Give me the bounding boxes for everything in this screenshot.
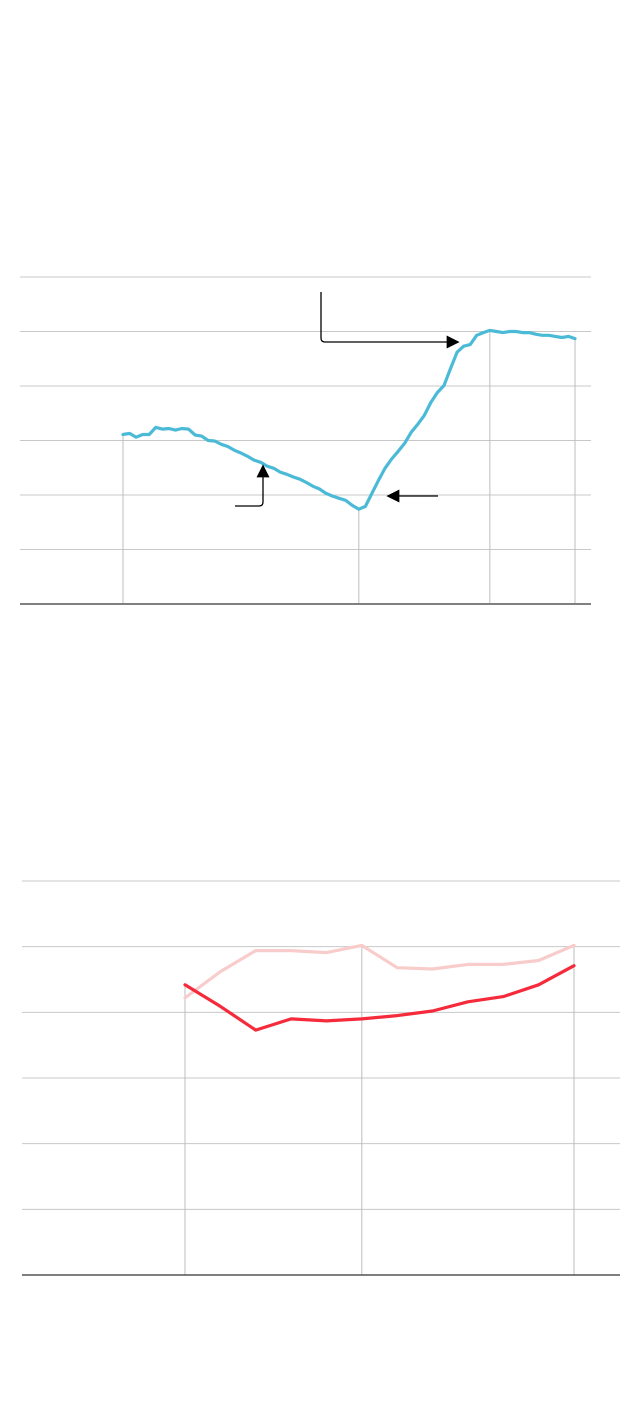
annotation-arrow-decline: [235, 464, 270, 507]
series-line-0: [183, 943, 576, 1000]
series-line-0: [121, 328, 577, 511]
annotation-arrow-peak: [320, 292, 460, 349]
chart-1: [20, 276, 591, 605]
series-line-1: [183, 964, 576, 1032]
